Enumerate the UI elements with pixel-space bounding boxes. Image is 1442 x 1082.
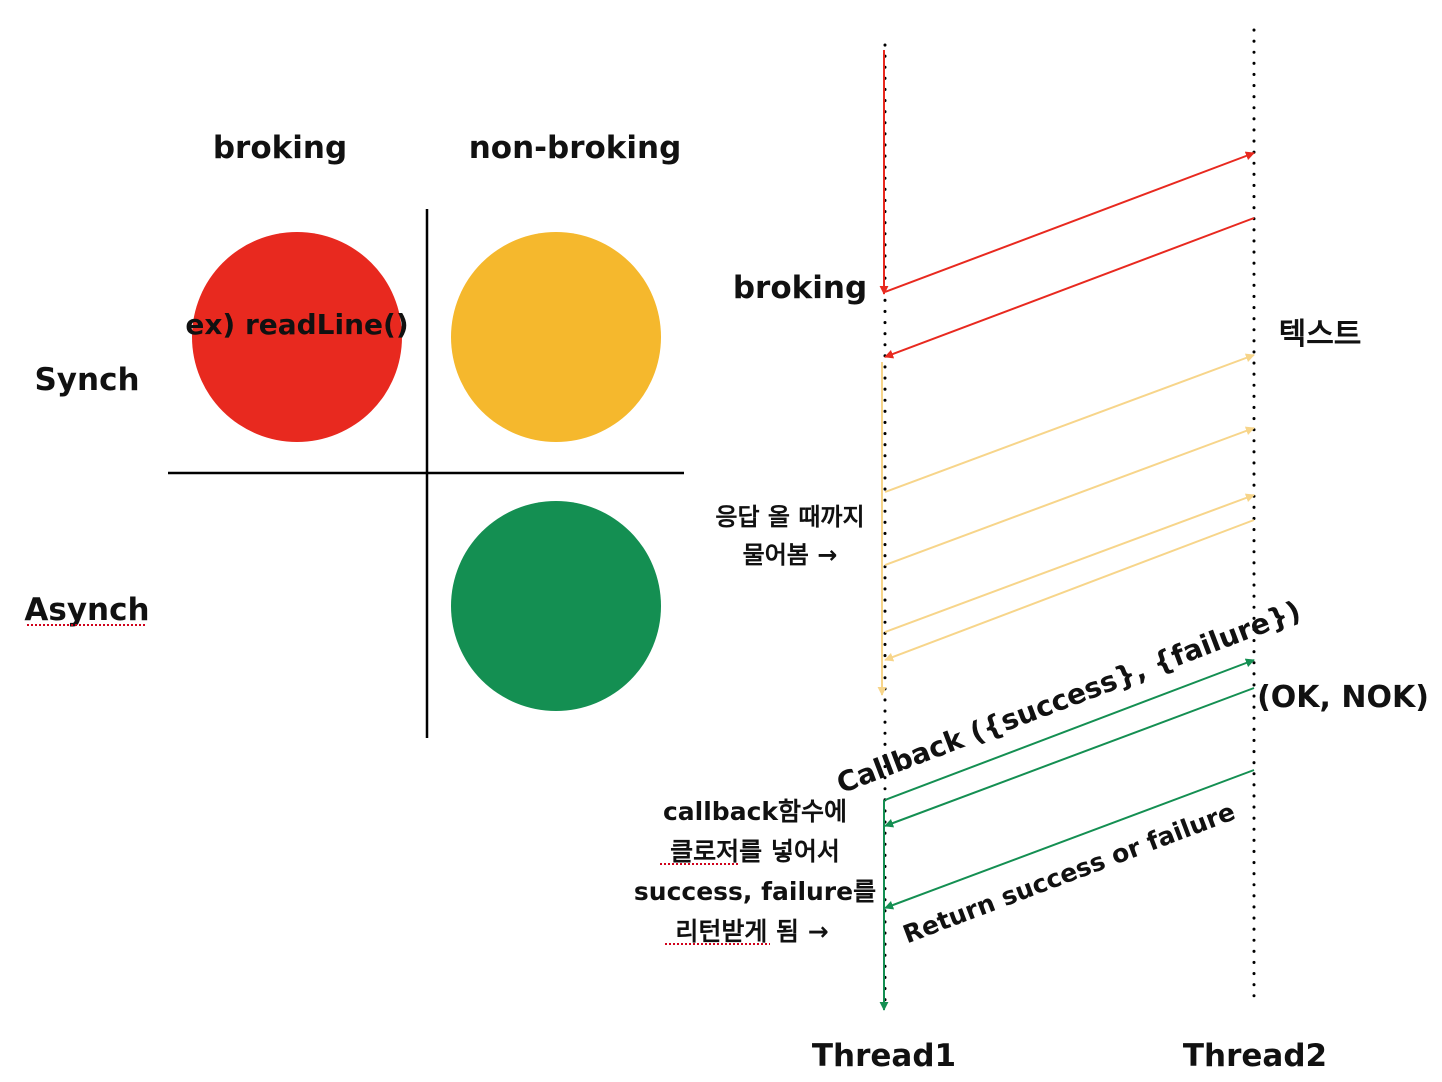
callback-ack-arrow — [884, 687, 1255, 828]
callback-return-arrow — [884, 769, 1255, 910]
callback-desc-line1: callback함수에 — [663, 797, 847, 826]
return-label: Return success or failure — [899, 797, 1239, 949]
thread2-label: Thread2 — [1183, 1038, 1327, 1074]
column-header-non-broking: non-broking — [469, 130, 682, 166]
callback-desc-line2: 클로저를 넣어서 — [670, 837, 840, 866]
poll-request-3 — [884, 493, 1255, 633]
row-header-asynch: Asynch — [24, 592, 149, 628]
blocking-label: broking — [733, 270, 867, 306]
thread1-label: Thread1 — [812, 1038, 956, 1074]
polling-label-line1: 응답 올 때까지 — [715, 503, 864, 531]
async-nonblocking-circle — [451, 501, 661, 711]
blocking-response-arrow — [884, 217, 1255, 359]
blocking-request-arrow — [884, 151, 1255, 293]
sync-nonblocking-circle — [451, 232, 661, 442]
column-header-broking: broking — [213, 130, 347, 166]
callback-request-arrow — [884, 658, 1255, 801]
ok-nok-label: (OK, NOK) — [1257, 680, 1429, 715]
polling-label-line2: 물어봄 → — [743, 541, 838, 569]
sync-blocking-example: ex) readLine() — [185, 308, 408, 341]
poll-request-1 — [884, 353, 1255, 493]
callback-desc-line4: 리턴받게 됨 → — [675, 917, 828, 946]
row-header-synch: Synch — [34, 362, 139, 398]
text-label: 텍스트 — [1279, 317, 1362, 352]
sync-blocking-circle — [192, 232, 402, 442]
poll-request-2 — [884, 426, 1255, 566]
poll-response — [884, 519, 1255, 662]
callback-desc-line3: success, failure를 — [634, 877, 876, 906]
